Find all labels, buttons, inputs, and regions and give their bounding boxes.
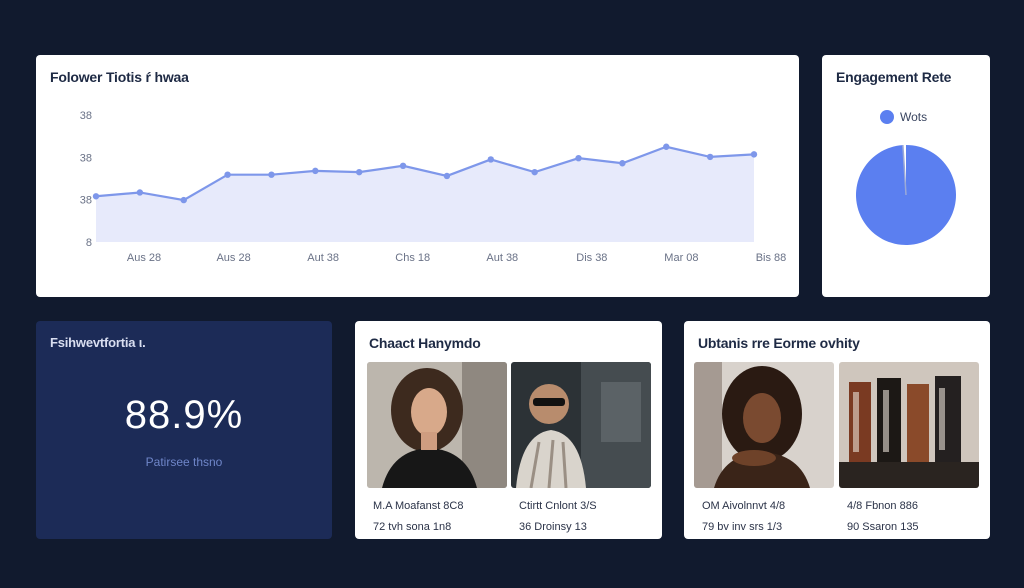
data-point [312,167,319,175]
y-tick-label: 38 [80,110,92,122]
data-point [750,151,758,158]
y-tick-label: 38 [80,195,92,207]
community-item-1-line1: OM Aivolnnvt 4/8 [702,500,786,512]
data-point [224,171,231,178]
x-tick-label: Aut 38 [307,252,339,264]
community-item-2-line1: 4/8 Fbnon 886 [847,500,918,512]
growth-subtitle: Patirsee thsno [145,455,223,469]
area-fill [96,146,754,242]
data-point [92,193,100,200]
x-tick-label: Aus 28 [127,252,161,264]
data-point [706,153,714,161]
data-point [399,162,407,169]
data-point [531,168,538,176]
content-item-1-line2: 72 tvh sona 1n8 [373,521,452,533]
data-point [180,196,187,204]
community-photo-2[interactable] [839,362,979,488]
follower-trends-card: Folower Tiotis ŕ hwaa 38 38 38 8 Aus 28 Aus 2… [36,55,799,297]
follower-trends-title: Folower Tiotis ŕ hwaa [50,69,189,85]
data-point [268,171,275,178]
follower-trends-chart: 38 38 38 8 Aus 28 Aus 28 Aut 38 Chs 18 Aut 38 Dis… [80,110,787,264]
content-photo-2[interactable] [511,362,651,488]
x-tick-label: Dis 38 [576,252,607,264]
pie-divider [902,145,907,196]
engagement-legend: Wots [880,110,927,124]
series-line [95,145,755,202]
community-item-1-line2: 79 bv inv srs 1/3 [702,521,783,533]
y-tick-label: 8 [86,237,92,249]
community-card: Ubtanis rre Eorme ovhity OM Aivolnnvt 4/… [684,321,990,539]
y-tick-label: 38 [80,152,92,164]
community-item-2-line2: 90 Ssaron 135 [847,521,919,533]
data-point [663,143,670,150]
engagement-pie-chart [856,145,956,245]
content-title: Chaact Hanymdo [369,335,481,351]
data-point [575,154,582,162]
content-photo-1[interactable] [367,362,507,488]
content-item-2-line2: 36 Droinsy 13 [519,521,587,533]
growth-value: 88.9% [124,393,244,437]
legend-dot-icon [880,110,894,124]
content-card: Chaact Hanymdo M.A Moafanst 8C8 72 tvh s… [355,321,662,539]
x-tick-label: Bis 88 [756,252,787,264]
data-point [136,189,144,196]
legend-label: Wots [900,110,928,124]
x-tick-label: Aus 28 [216,252,250,264]
x-tick-label: Chs 18 [395,252,430,264]
engagement-rate-title: Engagement Rete [836,69,952,85]
data-point [356,168,363,176]
growth-stat-card: Fsihwevtfortia ι. 88.9% Patirsee thsno [36,321,332,539]
growth-title: Fsihwevtfortia ι. [50,335,146,350]
community-photo-1[interactable] [694,362,834,488]
data-point [487,156,494,163]
x-tick-label: Aut 38 [486,252,518,264]
content-item-2-line1: Ctirtt Cnlont 3/S [519,500,597,512]
x-tick-label: Mar 08 [664,252,698,264]
data-point [619,160,626,167]
engagement-rate-card: Engagement Rete Wots [822,55,990,297]
community-title: Ubtanis rre Eorme ovhity [698,335,860,351]
data-point [443,172,451,180]
content-item-1-line1: M.A Moafanst 8C8 [373,500,464,512]
